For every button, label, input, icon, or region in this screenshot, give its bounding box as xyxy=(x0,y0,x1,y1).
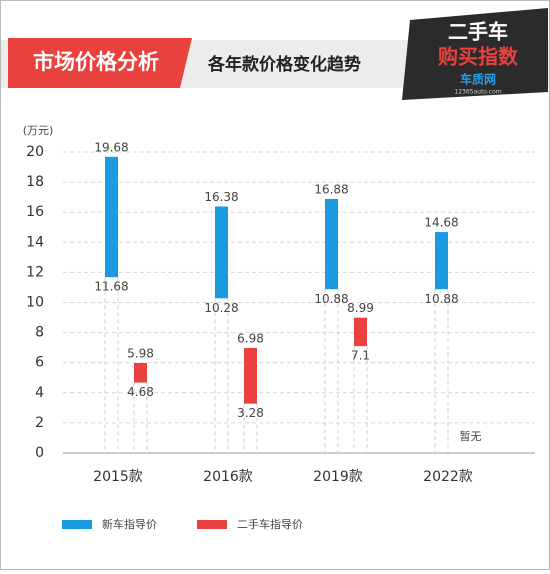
value-label: 10.88 xyxy=(314,292,348,306)
logo-line2: 购买指数 xyxy=(438,45,519,69)
y-tick-label: 16 xyxy=(26,204,44,220)
x-tick-label: 2016款 xyxy=(203,469,253,485)
range-bar xyxy=(354,317,367,347)
range-bar xyxy=(244,347,257,404)
chart-title: 市场价格分析 xyxy=(33,50,159,74)
chart-subtitle: 各年款价格变化趋势 xyxy=(207,54,361,75)
y-tick-label: 18 xyxy=(26,174,44,190)
value-label: 19.68 xyxy=(94,140,128,154)
value-label: 4.68 xyxy=(127,385,154,399)
x-tick-label: 2015款 xyxy=(93,469,143,485)
x-tick-label: 2019款 xyxy=(313,469,363,485)
y-tick-label: 8 xyxy=(35,325,44,341)
y-tick-label: 10 xyxy=(26,295,44,311)
y-tick-label: 2 xyxy=(35,415,44,431)
legend-label: 新车指导价 xyxy=(102,517,157,531)
value-label: 11.68 xyxy=(94,280,128,294)
legend-swatch xyxy=(62,520,92,529)
value-label: 16.38 xyxy=(204,190,238,204)
x-tick-label: 2022款 xyxy=(423,469,473,485)
range-bar xyxy=(215,206,228,299)
y-tick-label: 12 xyxy=(26,264,44,280)
legend-label: 二手车指导价 xyxy=(237,517,303,531)
value-label: 10.28 xyxy=(204,301,238,315)
value-label: 10.88 xyxy=(424,292,458,306)
value-label: 7.1 xyxy=(351,349,370,363)
value-label: 8.99 xyxy=(347,301,374,315)
y-axis-label: (万元) xyxy=(23,124,54,137)
logo-badge xyxy=(402,8,548,100)
range-bar xyxy=(435,232,448,290)
value-label: 14.68 xyxy=(424,216,458,230)
logo-line1: 二手车 xyxy=(448,20,508,44)
value-label: 16.88 xyxy=(314,182,348,196)
value-label: 6.98 xyxy=(237,331,264,345)
missing-label: 暂无 xyxy=(460,430,482,443)
title-badge xyxy=(8,38,192,88)
y-tick-label: 14 xyxy=(26,234,44,250)
y-tick-label: 6 xyxy=(35,355,44,371)
y-tick-label: 4 xyxy=(35,385,44,401)
range-bar xyxy=(134,363,147,383)
logo-site: 12365auto.com xyxy=(454,89,501,96)
range-bar xyxy=(105,156,118,278)
y-tick-label: 0 xyxy=(35,445,44,461)
y-tick-label: 20 xyxy=(26,144,44,160)
range-bar xyxy=(325,198,338,290)
logo-brand: 车质网 xyxy=(460,72,496,87)
legend-swatch xyxy=(197,520,227,529)
value-label: 3.28 xyxy=(237,406,264,420)
value-label: 5.98 xyxy=(127,347,154,361)
